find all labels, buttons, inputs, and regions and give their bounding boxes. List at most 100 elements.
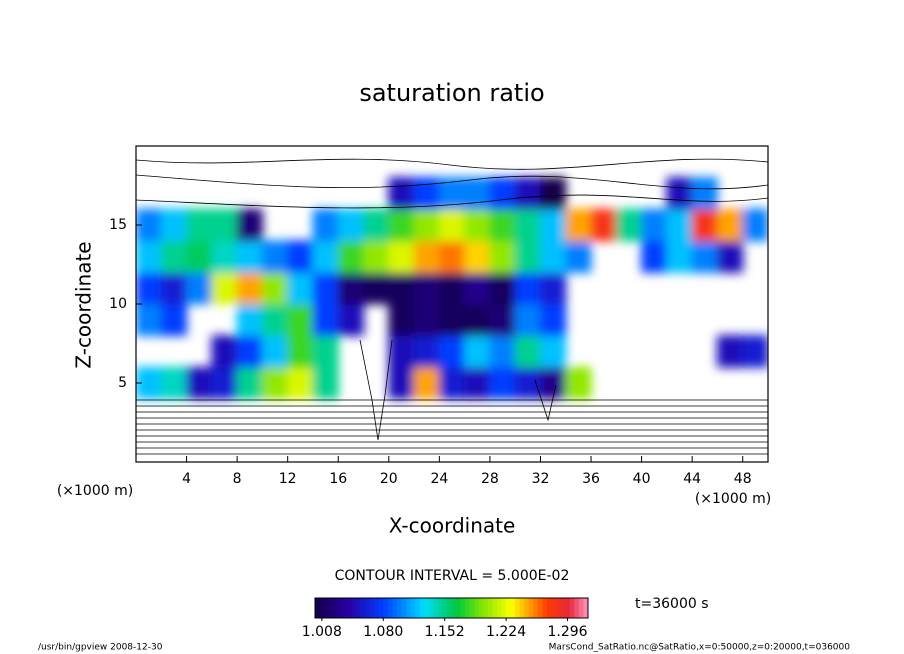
colorbar-cell <box>469 598 475 618</box>
colorbar-cell <box>492 598 498 618</box>
cell <box>439 430 465 463</box>
cell <box>666 177 693 210</box>
cell <box>136 303 162 337</box>
cell <box>540 146 566 179</box>
colorbar-cell <box>515 598 521 618</box>
cell <box>211 398 237 431</box>
cell <box>717 367 743 400</box>
cell <box>312 240 339 273</box>
cell <box>363 177 389 210</box>
cell <box>413 335 440 368</box>
cell <box>388 335 415 368</box>
colorbar-cell <box>355 598 361 618</box>
cell <box>565 208 592 242</box>
cell <box>716 240 744 273</box>
cell <box>565 335 591 368</box>
cell <box>565 146 591 179</box>
cell <box>565 430 591 463</box>
cell <box>363 271 390 305</box>
cell <box>261 303 289 337</box>
cell <box>691 240 718 273</box>
cell <box>439 398 465 431</box>
cell <box>565 240 592 273</box>
colorbar-cell <box>501 598 507 618</box>
colorbar-tick-label: 1.008 <box>302 624 342 640</box>
cell <box>514 335 541 368</box>
cell <box>539 335 567 368</box>
colorbar-cell <box>396 598 402 618</box>
cell <box>489 271 516 305</box>
colorbar-cell <box>433 598 439 618</box>
y-axis-title: Z-coordinate <box>72 241 96 368</box>
cell <box>136 398 162 431</box>
colorbar-cell <box>569 598 575 618</box>
cell <box>261 366 289 400</box>
cell <box>388 303 415 337</box>
y-tick-label: 10 <box>109 296 127 312</box>
cell <box>262 177 288 210</box>
colorbar-cell <box>537 598 543 618</box>
cell <box>464 303 491 337</box>
cell <box>742 304 768 337</box>
cell <box>515 430 541 463</box>
cell <box>641 430 667 463</box>
cell <box>666 240 693 273</box>
cell <box>489 335 516 368</box>
cell <box>641 240 668 273</box>
cell <box>211 271 238 305</box>
cell <box>464 208 491 242</box>
cell <box>186 335 212 368</box>
cell <box>540 398 566 431</box>
cell <box>666 146 692 179</box>
cell <box>413 366 440 400</box>
cell <box>186 177 212 210</box>
cell <box>287 366 314 400</box>
cell <box>236 240 263 273</box>
cell <box>211 208 238 242</box>
cell <box>414 398 440 431</box>
cell <box>514 366 541 400</box>
colorbar-cell <box>574 598 580 618</box>
cell <box>438 240 466 273</box>
colorbar-cell <box>565 598 571 618</box>
colorbar-cell <box>333 598 339 618</box>
cell <box>742 398 768 431</box>
cell <box>186 430 212 463</box>
cell <box>338 177 364 210</box>
colorbar-cell <box>510 598 516 618</box>
colorbar-cell <box>346 598 352 618</box>
cell <box>237 398 263 431</box>
cell <box>539 208 567 242</box>
cell <box>717 177 743 210</box>
cell <box>262 209 288 242</box>
colorbar-cell <box>556 598 562 618</box>
cell <box>489 240 516 273</box>
cell <box>515 398 541 431</box>
cell <box>161 430 187 463</box>
cell <box>489 303 516 337</box>
colorbar-cell <box>369 598 375 618</box>
cell <box>388 430 414 463</box>
cell <box>413 240 440 273</box>
cell <box>514 208 541 242</box>
x-tick-label: 4 <box>182 471 191 487</box>
cell <box>388 398 414 431</box>
cell <box>616 335 642 368</box>
colorbar-cell <box>524 598 530 618</box>
cell <box>539 366 567 400</box>
colorbar-cell <box>428 598 434 618</box>
colorbar-cell <box>578 598 584 618</box>
cell <box>186 271 213 305</box>
cell <box>236 303 263 337</box>
cell <box>716 335 744 368</box>
colorbar-cell <box>487 598 493 618</box>
colorbar-cell <box>415 598 421 618</box>
colorbar-cell <box>528 598 534 618</box>
colorbar-cell <box>519 598 525 618</box>
cell <box>692 146 718 179</box>
x-tick-label: 20 <box>380 471 398 487</box>
cell <box>489 430 515 463</box>
x-axis-title: X-coordinate <box>389 514 516 538</box>
contour-line <box>136 158 768 209</box>
cell <box>186 304 212 337</box>
